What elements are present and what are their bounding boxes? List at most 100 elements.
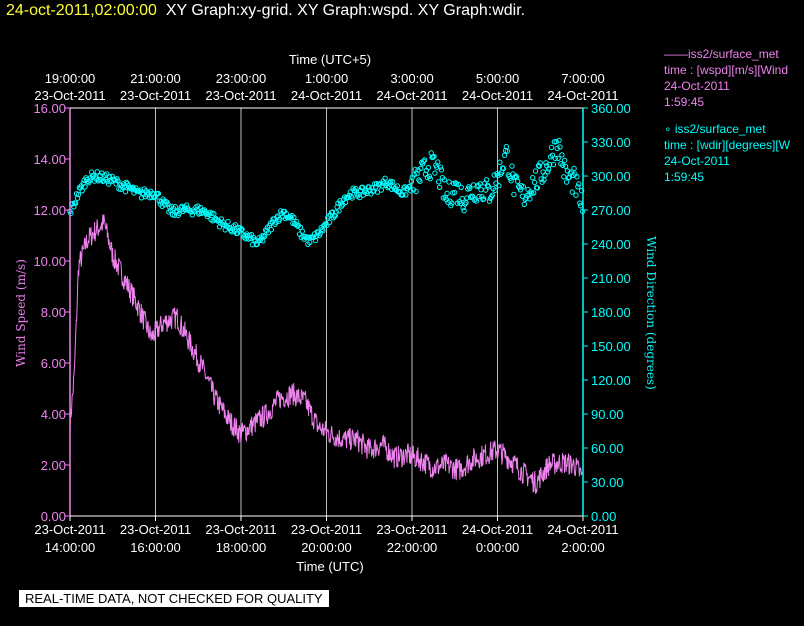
wdir-point	[463, 200, 469, 206]
x-tick-date-label: 23-Oct-2011	[376, 522, 447, 537]
left-tick-label: 8.00	[41, 305, 66, 320]
legend-wdir-date: 24-Oct-2011	[664, 154, 730, 168]
right-tick-label: 0.00	[591, 509, 616, 524]
wdir-point	[425, 165, 431, 171]
x-tick-date-label: 23-Oct-2011	[120, 522, 191, 537]
wdir-point	[333, 209, 339, 215]
wdir-point	[511, 191, 517, 198]
left-tick-label: 14.00	[33, 152, 66, 167]
wdir-point	[172, 204, 179, 210]
wspd-line	[69, 214, 583, 495]
wdir-point	[459, 195, 465, 202]
x-tick-time-label: 20:00:00	[301, 540, 352, 555]
x-tick-date-label: 24-Oct-2011	[462, 522, 533, 537]
wdir-point	[278, 208, 284, 214]
x-tick-time-label: 14:00:00	[45, 540, 96, 555]
wdir-point	[400, 192, 406, 198]
wdir-point	[438, 167, 445, 173]
x-tick-time-label: 2:00:00	[561, 540, 604, 555]
wdir-point	[436, 184, 443, 191]
wdir-point	[436, 179, 442, 185]
wdir-point	[195, 203, 201, 209]
wdir-point	[481, 196, 487, 202]
wdir-point	[545, 169, 551, 175]
wdir-point	[542, 172, 548, 178]
wdir-point	[403, 192, 409, 198]
wdir-point	[155, 190, 162, 197]
wdir-point	[538, 176, 544, 182]
wdir-point	[437, 164, 444, 170]
wdir-point	[407, 188, 414, 194]
wdir-point	[183, 202, 190, 208]
wdir-point	[426, 173, 432, 180]
wdir-point	[504, 148, 510, 154]
wdir-point	[376, 181, 383, 188]
wdir-point	[530, 175, 536, 181]
wdir-point	[449, 200, 455, 206]
x-tick-date-label: 24-Oct-2011	[547, 522, 618, 537]
wdir-point	[418, 165, 424, 172]
wdir-point	[324, 222, 330, 229]
wdir-point	[291, 214, 297, 221]
wdir-point	[441, 177, 447, 183]
header-timestamp: 24-oct-2011,02:00:00	[6, 2, 157, 19]
left-tick-label: 4.00	[41, 407, 66, 422]
wdir-point	[571, 165, 577, 172]
wdir-point	[497, 159, 503, 165]
wdir-point	[467, 185, 473, 192]
wdir-point	[556, 137, 562, 144]
wdir-point	[578, 203, 584, 209]
wdir-point	[432, 170, 438, 176]
wdir-point	[300, 233, 306, 240]
wdir-point	[413, 188, 419, 195]
legend-wdir: ∘ iss2/surface_met time : [wdir][degrees…	[664, 121, 804, 185]
top-tick-date-label: 23-Oct-2011	[205, 88, 276, 103]
wdir-point	[559, 152, 565, 158]
wdir-point	[483, 177, 490, 183]
wdir-point	[420, 158, 427, 165]
wdir-point	[531, 190, 537, 196]
wdir-point	[430, 154, 436, 160]
wdir-point	[483, 187, 489, 193]
wdir-point	[557, 144, 563, 150]
x-tick-time-label: 16:00:00	[130, 540, 181, 555]
wdir-point	[562, 163, 569, 170]
x-tick-date-label: 23-Oct-2011	[34, 522, 105, 537]
wdir-point	[79, 188, 85, 194]
right-tick-label: 300.00	[591, 169, 631, 184]
wdir-point	[417, 178, 423, 185]
wdir-point	[547, 161, 553, 168]
wdir-point	[254, 241, 260, 247]
wdir-point	[492, 187, 498, 194]
x-tick-time-label: 22:00:00	[387, 540, 438, 555]
wdir-point	[229, 229, 235, 235]
wdir-point	[555, 155, 561, 162]
right-tick-label: 60.00	[591, 441, 624, 456]
legend-wspd-source: ——iss2/surface_met	[664, 47, 779, 61]
wdir-point	[257, 237, 263, 244]
wind-speed-series	[69, 214, 583, 495]
wdir-point	[394, 183, 400, 189]
wdir-point	[561, 174, 567, 180]
x-tick-date-label: 23-Oct-2011	[205, 522, 276, 537]
wdir-point	[495, 172, 501, 179]
wdir-point	[569, 189, 575, 195]
top-tick-time-label: 3:00:00	[390, 71, 433, 86]
wdir-point	[104, 178, 111, 185]
wdir-point	[211, 211, 217, 217]
wdir-point	[353, 186, 359, 192]
wdir-point	[139, 190, 146, 196]
legend-wspd: ——iss2/surface_met time : [wspd][m/s][Wi…	[664, 46, 804, 110]
wdir-point	[435, 159, 441, 165]
top-tick-date-label: 23-Oct-2011	[34, 88, 105, 103]
wdir-point	[478, 187, 484, 193]
wdir-point	[485, 184, 492, 190]
top-tick-time-label: 21:00:00	[130, 71, 181, 86]
top-tick-time-label: 5:00:00	[476, 71, 519, 86]
wdir-point	[577, 200, 583, 206]
wdir-point	[508, 178, 514, 184]
x-axis-title-bottom: Time (UTC)	[296, 559, 363, 574]
wdir-point	[159, 203, 165, 210]
left-tick-label: 12.00	[33, 203, 66, 218]
